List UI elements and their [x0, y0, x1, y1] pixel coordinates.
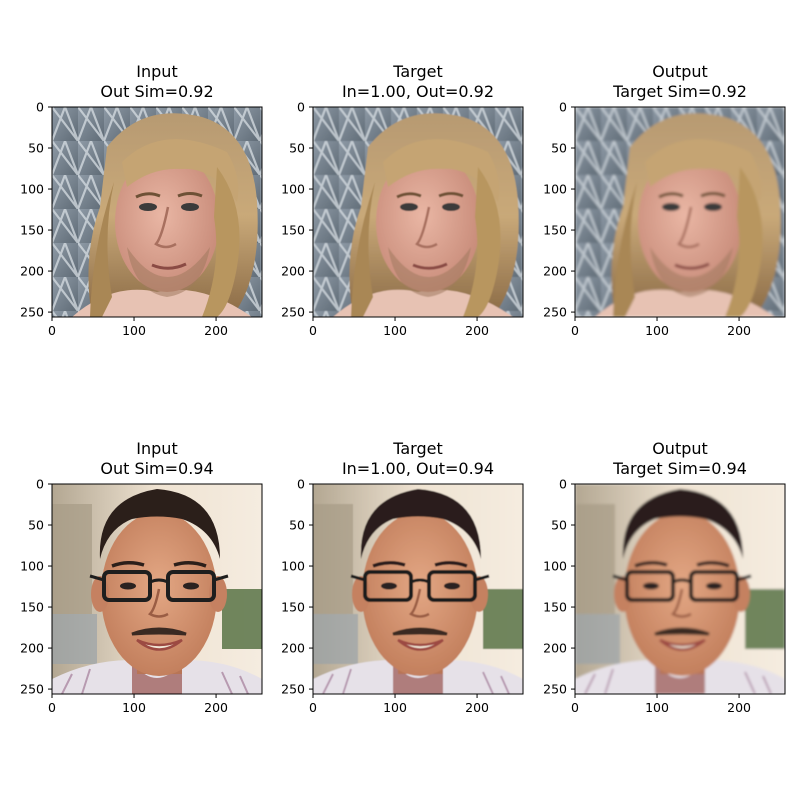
y-tick-label: 150 [20, 600, 44, 615]
x-tick-label: 200 [204, 323, 228, 338]
y-tick-label: 150 [543, 600, 567, 615]
axes-frame [312, 106, 524, 318]
panel-title: Input [136, 439, 177, 458]
y-tick-label: 100 [281, 559, 305, 574]
y-tick-label: 250 [20, 682, 44, 697]
panel-subtitle: Out Sim=0.94 [100, 459, 213, 478]
y-tick-label: 250 [281, 682, 305, 697]
y-tick-label: 0 [559, 477, 567, 492]
y-tick-label: 100 [543, 559, 567, 574]
panel-subtitle: In=1.00, Out=0.94 [342, 459, 494, 478]
y-tick-label: 0 [36, 477, 44, 492]
y-tick-label: 200 [281, 641, 305, 656]
x-tick-label: 0 [309, 323, 317, 338]
x-tick-label: 0 [571, 700, 579, 715]
x-tick-label: 0 [48, 323, 56, 338]
face-image [313, 107, 523, 317]
y-tick-label: 50 [28, 141, 44, 156]
y-tick-label: 50 [551, 518, 567, 533]
y-tick-label: 100 [20, 182, 44, 197]
x-tick-label: 0 [571, 323, 579, 338]
y-tick-label: 100 [281, 182, 305, 197]
x-tick-label: 0 [48, 700, 56, 715]
face-image [575, 107, 785, 317]
y-tick-label: 0 [297, 100, 305, 115]
y-tick-label: 150 [20, 223, 44, 238]
panel-subtitle: Target Sim=0.94 [612, 459, 747, 478]
y-tick-label: 100 [20, 559, 44, 574]
y-tick-label: 0 [559, 100, 567, 115]
x-tick-label: 100 [645, 700, 669, 715]
y-tick-label: 250 [543, 682, 567, 697]
y-tick-label: 50 [289, 141, 305, 156]
face-image [52, 107, 262, 317]
x-tick-label: 200 [204, 700, 228, 715]
y-tick-label: 0 [36, 100, 44, 115]
y-tick-label: 200 [20, 264, 44, 279]
y-tick-label: 100 [543, 182, 567, 197]
y-tick-label: 0 [297, 477, 305, 492]
y-tick-label: 50 [551, 141, 567, 156]
x-tick-label: 100 [383, 323, 407, 338]
x-tick-label: 200 [727, 700, 751, 715]
panel-subtitle: Out Sim=0.92 [100, 82, 213, 101]
y-tick-label: 50 [28, 518, 44, 533]
panel-title: Input [136, 62, 177, 81]
y-tick-label: 200 [20, 641, 44, 656]
x-tick-label: 200 [727, 323, 751, 338]
y-tick-label: 200 [281, 264, 305, 279]
panel-title: Target [392, 439, 443, 458]
axes-frame [51, 106, 263, 318]
x-tick-label: 100 [122, 323, 146, 338]
x-tick-label: 200 [465, 323, 489, 338]
y-tick-label: 250 [281, 305, 305, 320]
face-image [313, 484, 523, 694]
axes-frame [574, 483, 786, 695]
panel-title: Output [652, 62, 708, 81]
panel-subtitle: In=1.00, Out=0.92 [342, 82, 494, 101]
x-tick-label: 200 [465, 700, 489, 715]
y-tick-label: 150 [281, 223, 305, 238]
axes-frame [51, 483, 263, 695]
y-tick-label: 200 [543, 641, 567, 656]
axes-frame [312, 483, 524, 695]
y-tick-label: 150 [281, 600, 305, 615]
axes-frame [574, 106, 786, 318]
panel-title: Target [392, 62, 443, 81]
y-tick-label: 50 [289, 518, 305, 533]
y-tick-label: 250 [20, 305, 44, 320]
y-tick-label: 150 [543, 223, 567, 238]
x-tick-label: 0 [309, 700, 317, 715]
x-tick-label: 100 [645, 323, 669, 338]
y-tick-label: 250 [543, 305, 567, 320]
face-image [575, 484, 785, 694]
y-tick-label: 200 [543, 264, 567, 279]
panel-subtitle: Target Sim=0.92 [612, 82, 747, 101]
panel-title: Output [652, 439, 708, 458]
face-image [52, 484, 262, 694]
x-tick-label: 100 [383, 700, 407, 715]
x-tick-label: 100 [122, 700, 146, 715]
